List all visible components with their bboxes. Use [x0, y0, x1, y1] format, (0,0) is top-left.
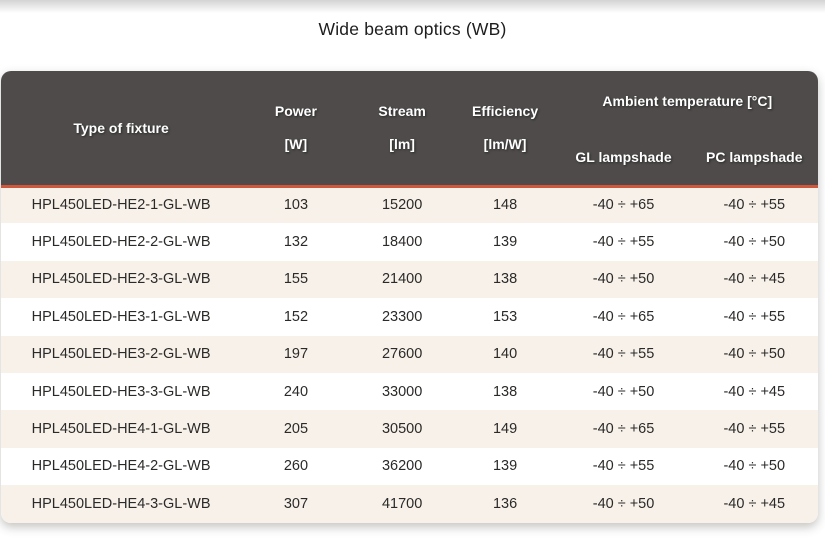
column-header-efficiency-unit: [lm/W]	[483, 136, 527, 153]
cell-fixture: HPL450LED-HE3-2-GL-WB	[31, 346, 211, 363]
cell-fixture: HPL450LED-HE4-2-GL-WB	[31, 458, 211, 475]
cell-efficiency: 138	[492, 383, 518, 400]
table-row: HPL450LED-HE4-1-GL-WB 205 30500 149 -40 ÷ +6…	[1, 410, 818, 448]
cell-power: 240	[283, 383, 309, 400]
cell-efficiency: 153	[492, 308, 518, 325]
cell-power: 307	[283, 495, 309, 512]
cell-efficiency: 148	[453, 184, 557, 224]
cell-gl-temp: -40 ÷ +65	[556, 184, 691, 224]
cell-gl-temp: -40 ÷ +50	[592, 271, 655, 288]
cell-power: 103	[241, 184, 351, 224]
spec-table: Type of fixture Power [W] Stream [lm]	[1, 71, 818, 523]
column-header-efficiency: Efficiency [lm/W]	[453, 71, 557, 186]
cell-stream: 21400	[381, 271, 423, 288]
table-row: HPL450LED-HE2-3-GL-WB 155 21400 138 -40 ÷ +5…	[1, 260, 818, 299]
cell-gl-temp: -40 ÷ +50	[592, 383, 655, 400]
column-group-ambient-temperature: Ambient temperature [°C]	[556, 71, 818, 130]
table-row: HPL450LED-HE4-3-GL-WB 307 41700 136 -40 ÷ +5…	[1, 485, 818, 523]
cell-stream: 41700	[381, 495, 423, 512]
table-body: HPL450LED-HE2-1-GL-WB 103 15200 148 -40 ÷ +6…	[1, 184, 818, 523]
table-header: Type of fixture Power [W] Stream [lm]	[1, 71, 818, 186]
cell-pc-temp: -40 ÷ +50	[723, 458, 786, 475]
cell-power: 132	[283, 234, 309, 251]
page-title: Wide beam optics (WB)	[318, 19, 507, 39]
cell-efficiency: 149	[492, 421, 518, 438]
cell-pc-temp: -40 ÷ +55	[690, 184, 818, 224]
cell-efficiency: 139	[492, 234, 518, 251]
cell-pc-temp: -40 ÷ +50	[723, 234, 786, 251]
cell-gl-temp: -40 ÷ +50	[592, 495, 655, 512]
table-row: HPL450LED-HE3-1-GL-WB 152 23300 153 -40 ÷ +6…	[1, 298, 818, 336]
table-row: HPL450LED-HE3-2-GL-WB 197 27600 140 -40 ÷ +5…	[1, 335, 818, 373]
cell-stream: 27600	[381, 346, 423, 363]
cell-stream: 23300	[381, 308, 423, 325]
cell-fixture: HPL450LED-HE2-1-GL-WB	[1, 184, 242, 224]
column-header-stream-name: Stream	[378, 103, 426, 120]
column-header-power-name: Power	[274, 103, 317, 120]
cell-fixture: HPL450LED-HE4-3-GL-WB	[31, 495, 211, 512]
cell-stream: 33000	[381, 383, 423, 400]
table-row: HPL450LED-HE3-3-GL-WB 240 33000 138 -40 ÷ +5…	[1, 372, 818, 411]
cell-fixture: HPL450LED-HE4-1-GL-WB	[31, 421, 211, 438]
cell-stream: 36200	[381, 458, 423, 475]
column-header-power: Power [W]	[241, 71, 351, 186]
cell-pc-temp: -40 ÷ +45	[723, 495, 786, 512]
column-header-pc-lampshade: PC lampshade	[690, 130, 818, 186]
cell-stream: 18400	[381, 234, 423, 251]
column-header-efficiency-name: Efficiency	[471, 103, 539, 120]
fixtures-table: Type of fixture Power [W] Stream [lm]	[1, 71, 818, 523]
cell-efficiency: 136	[492, 495, 518, 512]
column-header-fixture: Type of fixture	[1, 71, 242, 186]
column-header-stream: Stream [lm]	[350, 71, 454, 186]
cell-pc-temp: -40 ÷ +45	[723, 383, 786, 400]
cell-fixture: HPL450LED-HE3-3-GL-WB	[31, 383, 211, 400]
cell-stream: 15200	[350, 184, 454, 224]
cell-pc-temp: -40 ÷ +55	[723, 421, 786, 438]
column-header-stream-unit: [lm]	[389, 136, 415, 153]
cell-efficiency: 138	[492, 271, 518, 288]
cell-gl-temp: -40 ÷ +55	[592, 234, 655, 251]
cell-efficiency: 140	[492, 346, 518, 363]
cell-fixture: HPL450LED-HE2-2-GL-WB	[31, 234, 211, 251]
cell-power: 205	[283, 421, 309, 438]
cell-gl-temp: -40 ÷ +65	[592, 308, 655, 325]
cell-gl-temp: -40 ÷ +55	[592, 458, 655, 475]
cell-fixture: HPL450LED-HE3-1-GL-WB	[31, 308, 211, 325]
cell-pc-temp: -40 ÷ +50	[723, 346, 786, 363]
cell-fixture: HPL450LED-HE2-3-GL-WB	[31, 271, 211, 288]
table-row: HPL450LED-HE2-1-GL-WB 103 15200 148 -40 ÷ +6…	[1, 184, 818, 224]
cell-power: 260	[283, 458, 309, 475]
cell-efficiency: 139	[492, 458, 518, 475]
cell-power: 152	[283, 308, 309, 325]
cell-pc-temp: -40 ÷ +45	[723, 271, 786, 288]
table-row: HPL450LED-HE2-2-GL-WB 132 18400 139 -40 ÷ +5…	[1, 223, 818, 261]
cell-power: 155	[283, 271, 309, 288]
column-header-gl-lampshade: GL lampshade	[556, 130, 691, 186]
table-row: HPL450LED-HE4-2-GL-WB 260 36200 139 -40 ÷ +5…	[1, 447, 818, 486]
cell-pc-temp: -40 ÷ +55	[723, 308, 786, 325]
cell-gl-temp: -40 ÷ +55	[592, 346, 655, 363]
cell-power: 197	[283, 346, 309, 363]
cell-stream: 30500	[381, 421, 423, 438]
column-header-power-unit: [W]	[284, 136, 308, 153]
cell-gl-temp: -40 ÷ +65	[592, 421, 655, 438]
